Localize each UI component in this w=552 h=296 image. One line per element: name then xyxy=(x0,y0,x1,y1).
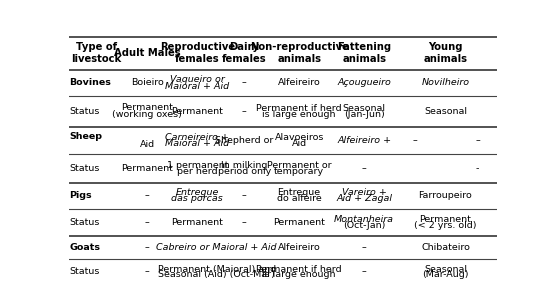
Text: –: – xyxy=(145,218,150,227)
Text: Pigs: Pigs xyxy=(70,191,92,200)
Text: Status: Status xyxy=(70,268,100,276)
Text: Entregue: Entregue xyxy=(176,188,219,197)
Text: –: – xyxy=(362,164,367,173)
Text: Bovines: Bovines xyxy=(70,78,112,87)
Text: Aid: Aid xyxy=(140,140,155,149)
Text: (Jan-Jun): (Jan-Jun) xyxy=(344,110,385,119)
Text: Entregue: Entregue xyxy=(278,188,321,197)
Text: do alfeire: do alfeire xyxy=(277,194,321,203)
Text: Permanent if herd: Permanent if herd xyxy=(256,265,342,274)
Text: –: – xyxy=(145,243,150,252)
Text: Permanent (Maioral) and: Permanent (Maioral) and xyxy=(157,265,275,274)
Text: Aid: Aid xyxy=(291,139,307,148)
Text: Status: Status xyxy=(70,107,100,116)
Text: (< 2 yrs. old): (< 2 yrs. old) xyxy=(414,221,477,230)
Text: (working oxes): (working oxes) xyxy=(113,110,182,119)
Text: Maioral + Aid: Maioral + Aid xyxy=(165,139,230,148)
Text: Seasonal: Seasonal xyxy=(343,104,386,113)
Text: Cabreiro or Maioral + Aid: Cabreiro or Maioral + Aid xyxy=(156,243,277,252)
Text: Dairy
females: Dairy females xyxy=(222,42,267,64)
Text: Type of
livestock: Type of livestock xyxy=(71,42,121,64)
Text: –: – xyxy=(475,136,480,145)
Text: Young
animals: Young animals xyxy=(423,42,468,64)
Text: In milking: In milking xyxy=(221,161,268,170)
Text: Permanent: Permanent xyxy=(420,215,471,224)
Text: 1 permanent: 1 permanent xyxy=(167,161,228,170)
Text: Permanent: Permanent xyxy=(172,107,223,116)
Text: Seasonal: Seasonal xyxy=(424,107,467,116)
Text: das porcas: das porcas xyxy=(172,194,223,203)
Text: –: – xyxy=(145,268,150,276)
Text: Alfeireiro: Alfeireiro xyxy=(278,243,321,252)
Text: Status: Status xyxy=(70,164,100,173)
Text: –: – xyxy=(412,136,417,145)
Text: Permanent: Permanent xyxy=(121,164,173,173)
Text: Vaqueiro or: Vaqueiro or xyxy=(170,75,225,84)
Text: Fattening
animals: Fattening animals xyxy=(337,42,391,64)
Text: Non-reproductive
animals: Non-reproductive animals xyxy=(250,42,349,64)
Text: Shepherd or: Shepherd or xyxy=(215,136,274,145)
Text: –: – xyxy=(362,243,367,252)
Text: Alavoeiros: Alavoeiros xyxy=(274,133,324,142)
Text: –: – xyxy=(242,78,247,87)
Text: Montanheira: Montanheira xyxy=(334,215,394,224)
Text: (Oct-Jan): (Oct-Jan) xyxy=(343,221,385,230)
Text: Chibateiro: Chibateiro xyxy=(421,243,470,252)
Text: Boieiro: Boieiro xyxy=(131,78,163,87)
Text: Seasonal: Seasonal xyxy=(424,265,467,274)
Text: Goats: Goats xyxy=(70,243,100,252)
Text: Permanent if herd: Permanent if herd xyxy=(256,104,342,113)
Text: Seasonal (Aid) (Oct-Mar): Seasonal (Aid) (Oct-Mar) xyxy=(158,270,275,279)
Text: Status: Status xyxy=(70,218,100,227)
Text: Reproductive
females: Reproductive females xyxy=(160,42,235,64)
Text: Carneireiro +: Carneireiro + xyxy=(166,133,229,142)
Text: Permanent or: Permanent or xyxy=(267,161,331,170)
Text: –: – xyxy=(242,218,247,227)
Text: Aid + Zagal: Aid + Zagal xyxy=(336,194,392,203)
Text: Alfeireiro +: Alfeireiro + xyxy=(337,136,391,145)
Text: Novilheiro: Novilheiro xyxy=(421,78,470,87)
Text: Açougueiro: Açougueiro xyxy=(337,78,391,87)
Text: Vareiro +: Vareiro + xyxy=(342,188,386,197)
Text: –: – xyxy=(242,107,247,116)
Text: Permanent: Permanent xyxy=(121,103,173,112)
Text: –: – xyxy=(242,191,247,200)
Text: Farroupeiro: Farroupeiro xyxy=(418,191,473,200)
Text: Permanent: Permanent xyxy=(172,218,223,227)
Text: Adult Males: Adult Males xyxy=(114,48,181,58)
Text: is large enough: is large enough xyxy=(262,110,336,119)
Text: Sheep: Sheep xyxy=(70,132,103,141)
Text: Maioral + Aid: Maioral + Aid xyxy=(165,81,230,91)
Text: period only: period only xyxy=(218,167,271,176)
Text: –: – xyxy=(362,268,367,276)
Text: (Mar-Aug): (Mar-Aug) xyxy=(422,270,469,279)
Text: -: - xyxy=(476,164,479,173)
Text: per herd: per herd xyxy=(177,167,217,176)
Text: is large enough: is large enough xyxy=(262,270,336,279)
Text: Alfeireiro: Alfeireiro xyxy=(278,78,321,87)
Text: –: – xyxy=(145,191,150,200)
Text: Permanent: Permanent xyxy=(273,218,325,227)
Text: temporary: temporary xyxy=(274,167,324,176)
